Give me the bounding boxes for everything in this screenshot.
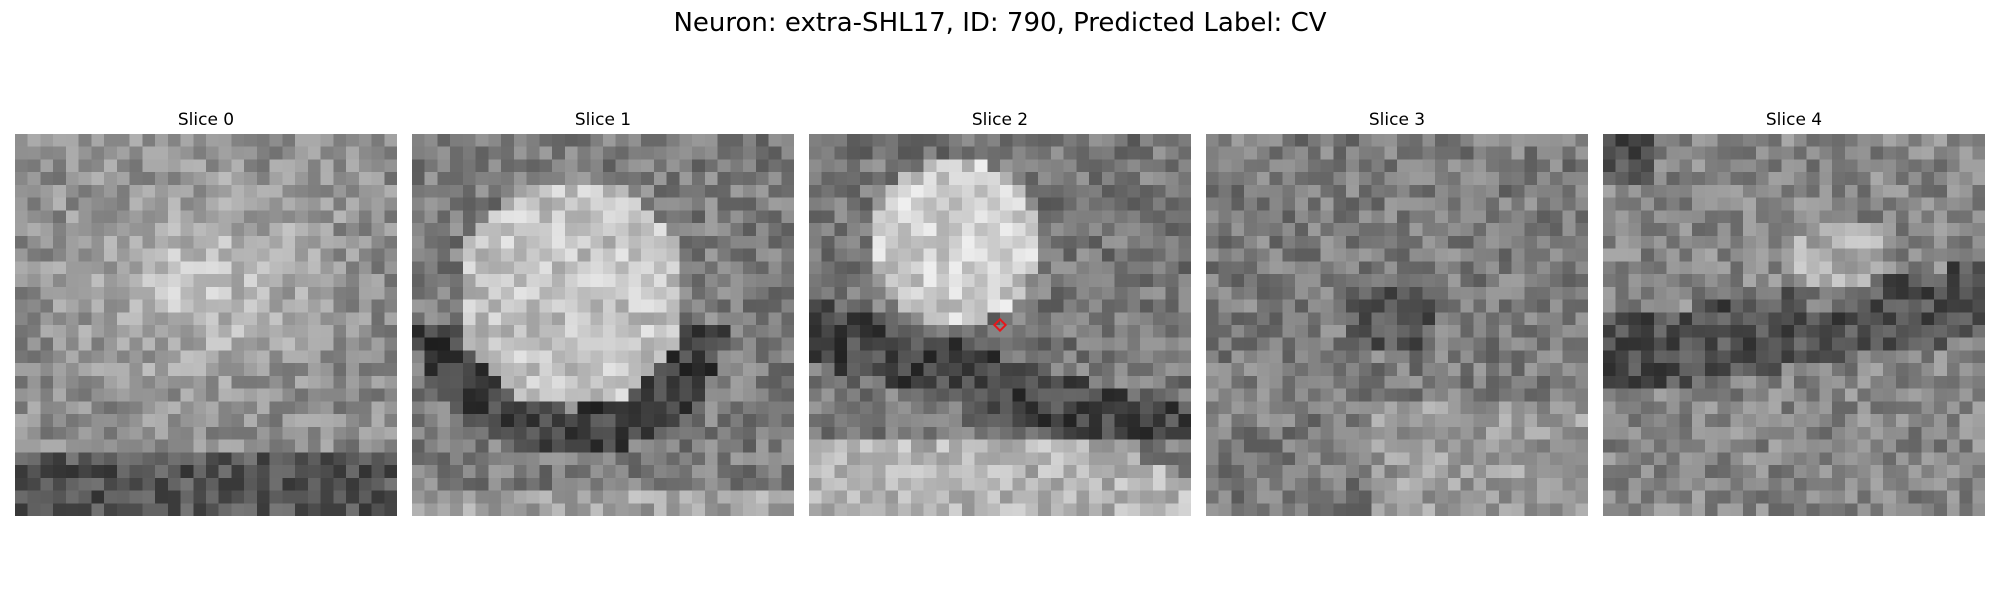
slice-title-2: Slice 2 bbox=[971, 110, 1029, 130]
slice-panel-2: Slice 2 bbox=[809, 108, 1191, 516]
slice-image-2 bbox=[809, 134, 1191, 516]
slice-image-1 bbox=[412, 134, 794, 516]
slice-canvas-2 bbox=[809, 134, 1191, 516]
slice-canvas-4 bbox=[1603, 134, 1985, 516]
slice-title-0: Slice 0 bbox=[177, 110, 235, 130]
slice-image-4 bbox=[1603, 134, 1985, 516]
slice-title-1: Slice 1 bbox=[574, 110, 632, 130]
slice-canvas-3 bbox=[1206, 134, 1588, 516]
figure-title: Neuron: extra-SHL17, ID: 790, Predicted … bbox=[673, 8, 1327, 38]
slice-canvas-0 bbox=[15, 134, 397, 516]
slice-panel-4: Slice 4 bbox=[1603, 108, 1985, 516]
slice-image-0 bbox=[15, 134, 397, 516]
slice-panel-0: Slice 0 bbox=[15, 108, 397, 516]
slice-canvas-1 bbox=[412, 134, 794, 516]
slice-title-4: Slice 4 bbox=[1765, 110, 1823, 130]
slice-image-3 bbox=[1206, 134, 1588, 516]
slice-panel-1: Slice 1 bbox=[412, 108, 794, 516]
slice-title-3: Slice 3 bbox=[1368, 110, 1426, 130]
slice-panel-3: Slice 3 bbox=[1206, 108, 1588, 516]
